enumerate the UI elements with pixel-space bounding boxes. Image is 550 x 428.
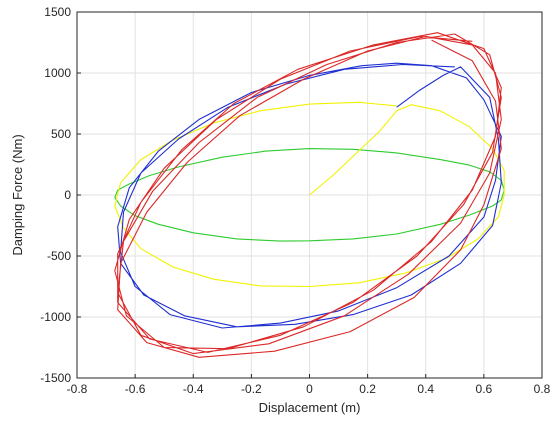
y-tick-label: 500 [51,127,71,141]
x-tick-label: 0 [306,382,313,396]
y-tick-label: 0 [64,188,71,202]
x-axis-label: Displacement (m) [259,400,361,415]
axis-ticks: -0.8 -0.6 -0.4 -0.2 0 0.2 0.4 0.6 0.8 -1500 -1000 -… [40,5,550,396]
series-line [117,62,502,329]
x-tick-label: -0.2 [241,382,262,396]
x-tick-label: -0.6 [125,382,146,396]
x-tick-label: 0.4 [417,382,434,396]
x-tick-label: -0.8 [67,382,88,396]
y-axis-label: Damping Force (Nm) [10,134,25,255]
y-tick-label: -1000 [40,310,71,324]
x-tick-label: -0.4 [183,382,204,396]
x-tick-label: 0.2 [359,382,376,396]
plot-series [114,32,505,358]
y-tick-label: -500 [47,249,71,263]
series-line [114,32,502,358]
y-tick-label: 1500 [44,5,71,19]
y-tick-label: -1500 [40,371,71,385]
y-tick-label: 1000 [44,66,71,80]
x-tick-label: 0.6 [476,382,493,396]
x-tick-label: 0.8 [534,382,550,396]
